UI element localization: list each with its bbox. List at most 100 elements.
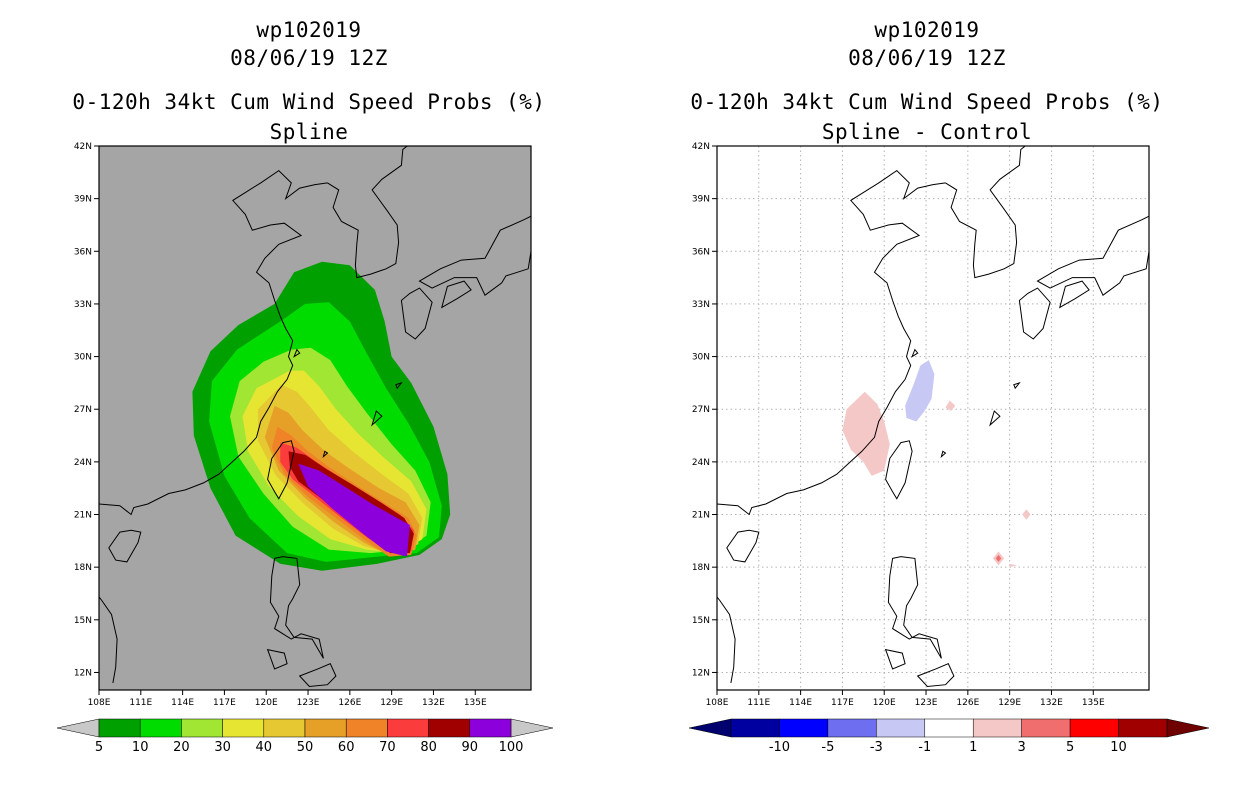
coastline <box>400 287 433 340</box>
x-tick-label: 126E <box>956 698 979 708</box>
coastline <box>441 280 472 309</box>
y-tick-label: 30N <box>692 353 710 363</box>
coastline <box>916 663 955 688</box>
coastline <box>298 663 337 688</box>
difference-positive <box>1009 563 1017 568</box>
coastline <box>293 348 301 358</box>
colorbar-label: 40 <box>256 740 273 755</box>
x-tick-label: 129E <box>998 698 1021 708</box>
coastline <box>1036 215 1149 296</box>
colorbar-right-triangle <box>510 718 554 738</box>
difference-negative <box>905 360 935 422</box>
x-tick-label: 123E <box>297 698 320 708</box>
coastline <box>717 169 946 516</box>
y-tick-label: 42N <box>692 142 710 152</box>
y-tick-label: 27N <box>692 405 710 415</box>
coastline <box>418 215 531 296</box>
colorbar-label: 80 <box>420 740 437 755</box>
colorbar-swatch <box>779 718 829 738</box>
colorbar-swatch <box>304 718 347 738</box>
colorbar-left-triangle <box>56 718 100 738</box>
colorbar-label: 1 <box>969 740 977 755</box>
x-tick-label: 114E <box>789 698 812 708</box>
colorbar-swatch <box>1021 718 1071 738</box>
y-tick-label: 33N <box>74 300 92 310</box>
y-tick-label: 36N <box>74 247 92 257</box>
coastline <box>887 556 942 659</box>
coastline <box>1059 280 1090 309</box>
colorbar-label: 10 <box>132 740 149 755</box>
x-tick-label: 120E <box>873 698 896 708</box>
colorbar-label: 20 <box>173 740 190 755</box>
colorbar-label: 70 <box>379 740 396 755</box>
y-tick-label: 12N <box>74 668 92 678</box>
colorbar-swatch <box>345 718 388 738</box>
y-tick-label: 36N <box>692 247 710 257</box>
y-tick-label: 30N <box>74 353 92 363</box>
x-tick-label: 135E <box>1082 698 1105 708</box>
storm-id: wp102019 <box>874 18 980 42</box>
coastline <box>99 169 328 516</box>
coastline <box>911 348 919 358</box>
coastline <box>108 529 142 563</box>
colorbar-label: 10 <box>1110 740 1127 755</box>
chart-title: 0-120h 34kt Cum Wind Speed Probs (%) <box>690 90 1164 114</box>
colorbar-swatch <box>1118 718 1168 738</box>
colorbar-label: 30 <box>214 740 231 755</box>
datetime: 08/06/19 12Z <box>848 46 1006 70</box>
colorbar-swatch <box>827 718 877 738</box>
plot-frame <box>716 145 1150 691</box>
colorbar <box>688 718 1210 738</box>
colorbar-swatch <box>924 718 974 738</box>
x-tick-label: 129E <box>380 698 403 708</box>
x-tick-label: 135E <box>464 698 487 708</box>
colorbar-swatch <box>181 718 223 738</box>
difference-positive <box>945 400 956 411</box>
coastline <box>989 410 1001 427</box>
colorbar-left-triangle <box>688 718 732 738</box>
plot-frame <box>98 145 532 691</box>
colorbar-swatch <box>387 718 429 738</box>
y-tick-label: 21N <box>74 511 92 521</box>
colorbar-label: 5 <box>95 740 103 755</box>
coastline <box>327 146 409 279</box>
y-tick-label: 21N <box>692 511 710 521</box>
x-tick-label: 114E <box>171 698 194 708</box>
chart-subtitle: Spline <box>269 120 349 144</box>
colorbar-label: 90 <box>462 740 479 755</box>
colorbar-swatch <box>469 718 512 738</box>
x-tick-label: 111E <box>747 698 770 708</box>
colorbar-label: 3 <box>1018 740 1026 755</box>
colorbar-label: -5 <box>821 740 834 755</box>
x-tick-label: 108E <box>706 698 729 708</box>
colorbar-label: -10 <box>769 740 790 755</box>
coastline <box>1013 381 1021 390</box>
y-tick-label: 39N <box>692 195 710 205</box>
colorbar-label: 5 <box>1066 740 1074 755</box>
x-tick-label: 126E <box>338 698 361 708</box>
plot-background <box>717 146 1149 690</box>
difference-positive <box>842 391 890 476</box>
coastline <box>395 381 403 390</box>
chart-subtitle: Spline - Control <box>821 120 1033 144</box>
x-tick-label: 132E <box>422 698 445 708</box>
x-tick-label: 117E <box>831 698 854 708</box>
y-tick-label: 12N <box>692 668 710 678</box>
coastline <box>322 450 329 459</box>
difference-positive <box>1022 509 1031 520</box>
y-tick-label: 27N <box>74 405 92 415</box>
chart-title: 0-120h 34kt Cum Wind Speed Probs (%) <box>72 90 546 114</box>
x-tick-label: 123E <box>915 698 938 708</box>
coastline <box>266 648 288 670</box>
colorbar-label: 50 <box>297 740 314 755</box>
right-panel: wp102019 08/06/19 12Z 0-120h 34kt Cum Wi… <box>618 0 1236 800</box>
colorbar <box>56 718 554 738</box>
y-tick-label: 24N <box>692 458 710 468</box>
y-tick-label: 39N <box>74 195 92 205</box>
coastline <box>1018 287 1051 340</box>
coastline <box>940 450 947 459</box>
contour-90pct <box>298 463 410 557</box>
colorbar-swatch <box>972 718 1022 738</box>
x-tick-label: 120E <box>255 698 278 708</box>
colorbar-swatch <box>428 718 471 738</box>
